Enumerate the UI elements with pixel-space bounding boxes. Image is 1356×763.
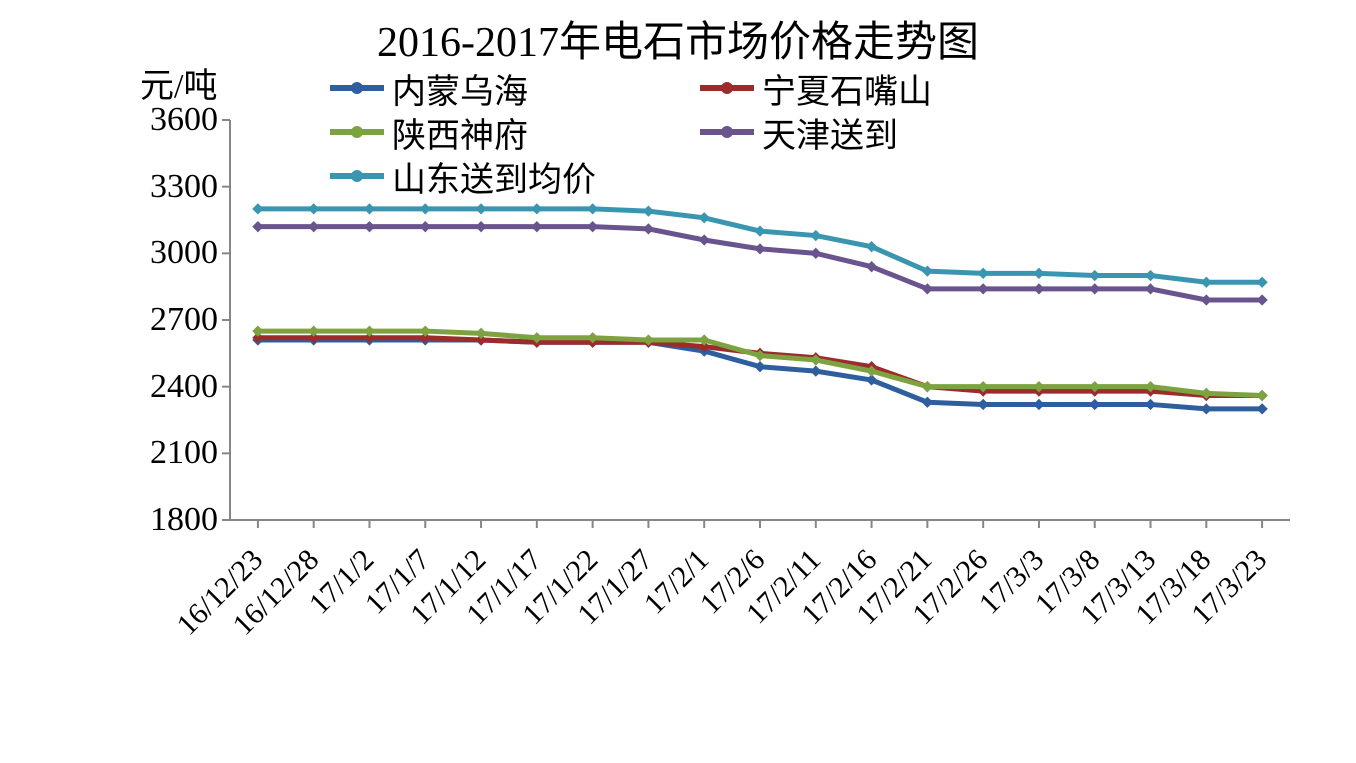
y-tick-label: 1800 <box>150 501 218 539</box>
series-marker <box>308 203 319 214</box>
series-marker <box>699 234 710 245</box>
series-marker <box>420 221 431 232</box>
chart-container: 2016-2017年电石市场价格走势图 元/吨 内蒙乌海宁夏石嘴山陕西神府天津送… <box>0 0 1356 763</box>
y-tick-label: 2700 <box>150 301 218 339</box>
series-marker <box>420 203 431 214</box>
y-tick-label: 2100 <box>150 434 218 472</box>
series-marker <box>754 361 765 372</box>
series-marker <box>978 268 989 279</box>
series-marker <box>1256 294 1267 305</box>
series-marker <box>1033 283 1044 294</box>
series-marker <box>531 203 542 214</box>
series-marker <box>1089 283 1100 294</box>
series-marker <box>531 221 542 232</box>
series-marker <box>364 221 375 232</box>
chart-plot-area <box>230 120 1290 520</box>
y-tick-label: 3600 <box>150 101 218 139</box>
series-marker <box>587 221 598 232</box>
series-marker <box>643 205 654 216</box>
series-marker <box>1256 403 1267 414</box>
series-marker <box>364 203 375 214</box>
series-marker <box>1145 270 1156 281</box>
series-marker <box>1145 399 1156 410</box>
series-marker <box>587 203 598 214</box>
y-axis-unit-label: 元/吨 <box>140 58 217 107</box>
series-marker <box>252 203 263 214</box>
legend-swatch <box>330 85 384 91</box>
series-marker <box>1256 277 1267 288</box>
series-marker <box>475 221 486 232</box>
y-tick-label: 2400 <box>150 368 218 406</box>
series-marker <box>364 325 375 336</box>
series-marker <box>810 230 821 241</box>
series-marker <box>1089 399 1100 410</box>
series-marker <box>252 325 263 336</box>
series-marker <box>1089 270 1100 281</box>
series-marker <box>810 365 821 376</box>
series-marker <box>1201 277 1212 288</box>
series-marker <box>308 325 319 336</box>
chart-svg <box>230 120 1290 520</box>
legend-swatch <box>700 85 754 91</box>
legend-label: 宁夏石嘴山 <box>762 64 932 113</box>
series-marker <box>643 223 654 234</box>
series-marker <box>1145 283 1156 294</box>
series-marker <box>754 225 765 236</box>
y-tick-label: 3300 <box>150 168 218 206</box>
y-tick-label: 3000 <box>150 234 218 272</box>
series-marker <box>420 325 431 336</box>
series-marker <box>1256 390 1267 401</box>
legend-label: 内蒙乌海 <box>392 64 528 113</box>
series-line-s4 <box>258 227 1262 300</box>
legend-item-s2: 宁夏石嘴山 <box>700 66 1070 110</box>
legend-item-s1: 内蒙乌海 <box>330 66 700 110</box>
series-marker <box>754 243 765 254</box>
series-marker <box>1201 403 1212 414</box>
series-marker <box>978 399 989 410</box>
series-marker <box>475 328 486 339</box>
series-marker <box>1201 294 1212 305</box>
series-marker <box>810 248 821 259</box>
series-marker <box>1033 268 1044 279</box>
series-marker <box>699 212 710 223</box>
series-marker <box>978 283 989 294</box>
series-marker <box>1033 399 1044 410</box>
series-marker <box>475 203 486 214</box>
series-marker <box>252 221 263 232</box>
series-marker <box>308 221 319 232</box>
